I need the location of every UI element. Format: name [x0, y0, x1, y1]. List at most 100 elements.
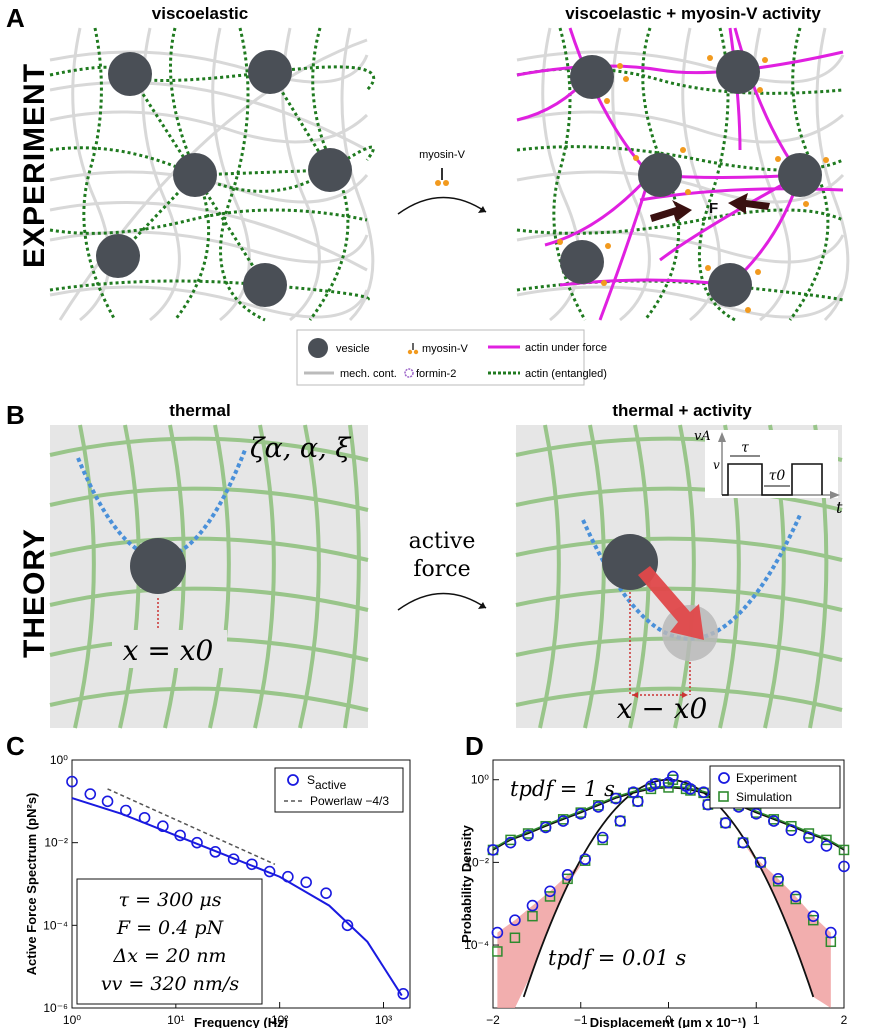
chart-d-xtick-label: −1	[574, 1013, 588, 1027]
chart-d-exp-point	[684, 783, 697, 795]
chart-d-exp-point	[544, 885, 556, 898]
chart-c-point	[66, 775, 78, 788]
svg-text:τ0: τ0	[769, 468, 786, 484]
chart-d-sim-point	[527, 910, 538, 922]
svg-text:Simulation: Simulation	[736, 790, 792, 804]
chart-d-exp-point	[750, 807, 763, 820]
svg-text:formin-2: formin-2	[416, 368, 456, 380]
chart-c-xtick-label: 10¹	[167, 1013, 184, 1027]
chart-d-exp-point	[789, 890, 802, 903]
chart-d-exp-point	[509, 914, 521, 926]
svg-text:active: active	[315, 778, 347, 792]
chart-c-ytick-label: 10⁻⁴	[43, 918, 68, 932]
chart-c-point	[191, 836, 203, 849]
chart-c-point	[397, 988, 410, 1000]
panel-a-right-title: viscoelastic + myosin-V activity	[565, 4, 821, 23]
chart-d-exp-point	[719, 817, 732, 829]
chart-d-legend: Experiment Simulation	[709, 765, 841, 809]
chart-d-exp-point	[737, 836, 749, 849]
chart-d-exp-point	[631, 795, 644, 808]
chart-d-sim-point	[786, 820, 797, 832]
panel-c-letter: C	[6, 731, 25, 761]
chart-d-exp-point	[579, 853, 591, 865]
chart-d-exp-point	[803, 831, 815, 844]
chart-d-ytick-label: 10⁰	[471, 773, 489, 787]
chart-c-point	[174, 829, 186, 842]
chart-c-xtick-label: 10⁰	[63, 1013, 81, 1027]
panel-b-right-box: x − x0 vA v τ τ0 t	[515, 424, 843, 729]
chart-d-exp-point	[838, 860, 850, 873]
chart-c-legend: S active Powerlaw −4/3	[274, 767, 404, 813]
chart-c-point	[263, 865, 276, 878]
chart-d-sim-point	[544, 891, 556, 902]
chart-d-exp-point	[767, 815, 780, 827]
chart-d-sim-point	[803, 828, 815, 839]
chart-d-xtick-label: −2	[486, 1013, 500, 1027]
panel-b-left-title: thermal	[169, 401, 230, 420]
svg-text:Δx = 20 nm: Δx = 20 nm	[113, 945, 227, 967]
svg-text:t: t	[836, 498, 843, 517]
position-left-label: x = x0	[123, 634, 214, 667]
chart-d-xtick-label: 2	[841, 1013, 848, 1027]
chart-c-point	[300, 876, 312, 889]
svg-text:S: S	[307, 773, 315, 787]
chart-d-sim-point	[509, 932, 521, 944]
chart-d-exp-point	[667, 770, 679, 783]
chart-d-exp-point	[772, 873, 784, 885]
chart-d-sim-point	[808, 914, 819, 926]
chart-d-exp-point	[610, 792, 622, 805]
panel-d-letter: D	[465, 731, 484, 761]
svg-text:myosin-V: myosin-V	[422, 343, 469, 355]
pulse-inset: vA v τ τ0 t	[694, 429, 843, 517]
formin-icon	[404, 368, 414, 378]
chart-c: Active Force Spectrum (pN²s) Frequency (…	[24, 753, 411, 1028]
chart-d-sim-point	[492, 946, 503, 957]
chart-d: Probability Density Displacement (μm x 1…	[459, 759, 850, 1028]
chart-d-ytick-label: 10⁻⁴	[464, 938, 489, 952]
chart-d-exp-point	[825, 926, 837, 939]
panel-a-letter: A	[6, 3, 25, 33]
chart-d-exp-point	[522, 829, 534, 842]
svg-text:active: active	[409, 529, 476, 554]
chart-d-exp-point	[785, 824, 798, 837]
chart-c-xtick-label: 10³	[375, 1013, 392, 1027]
svg-text:Powerlaw −4/3: Powerlaw −4/3	[310, 794, 389, 808]
chart-d-exp-point	[592, 801, 605, 813]
tpdf-001s-label: tpdf = 0.01 s	[548, 946, 686, 970]
myosin-icon	[435, 168, 449, 186]
panel-a-arrow: myosin-V	[397, 149, 487, 215]
chart-c-point	[227, 853, 240, 865]
panel-b-arrow: active force	[397, 529, 487, 611]
chart-c-xtick-label: 10²	[271, 1013, 288, 1027]
myosin-legend-icon	[407, 343, 419, 355]
chart-d-exp-point	[820, 840, 833, 852]
chart-d-exp-point	[649, 777, 662, 790]
chart-d-exp-point	[807, 910, 820, 922]
tpdf-1s-label: tpdf = 1 s	[510, 777, 615, 801]
panel-b-left-box: x = x0 ζα, α, ξ	[49, 424, 369, 729]
chart-d-exp-point	[487, 844, 499, 856]
chart-d-exp-point	[574, 807, 587, 820]
chart-d-exp-point	[627, 786, 640, 798]
chart-d-xtick-label: 1	[753, 1013, 760, 1027]
chart-c-ytick-label: 10⁰	[50, 753, 68, 767]
chart-d-exp-point	[557, 815, 570, 827]
svg-text:force: force	[413, 557, 470, 582]
svg-text:vv = 320 nm/s: vv = 320 nm/s	[101, 973, 239, 995]
chart-d-xlabel: Displacement (μm x 10⁻¹)	[590, 1015, 746, 1028]
chart-d-exp-point	[504, 836, 517, 849]
chart-c-point	[320, 887, 332, 899]
chart-c-fit-line	[71, 797, 403, 997]
panel-b-letter: B	[6, 400, 25, 430]
chart-c-point	[246, 858, 258, 871]
svg-text:F = 0.4 pN: F = 0.4 pN	[116, 917, 225, 939]
chart-c-point	[341, 919, 354, 932]
experiment-row-label: EXPERIMENT	[18, 63, 51, 268]
chart-c-xlabel: Frequency (Hz)	[194, 1015, 288, 1028]
chart-d-sim-point	[821, 834, 832, 846]
vesicle-icon	[308, 338, 328, 358]
chart-d-exp-point	[539, 821, 552, 834]
svg-text:vesicle: vesicle	[336, 343, 370, 355]
theory-row-label: THEORY	[18, 528, 51, 658]
